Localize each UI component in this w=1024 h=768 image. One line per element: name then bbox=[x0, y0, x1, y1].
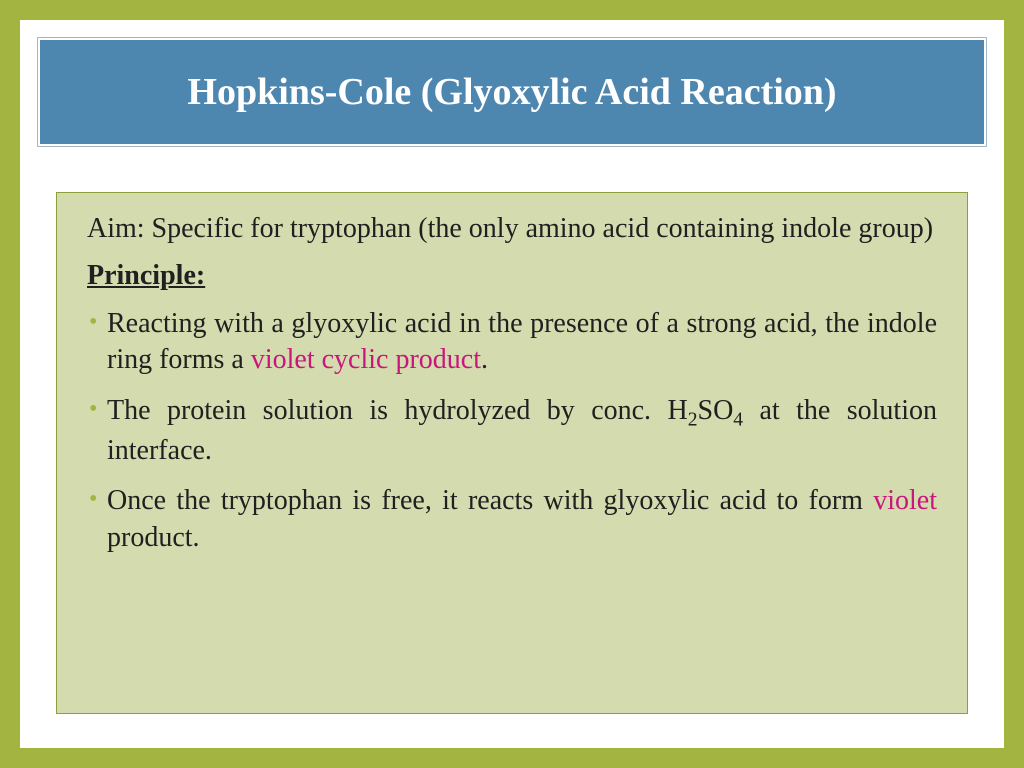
slide-panel: Hopkins-Cole (Glyoxylic Acid Reaction) A… bbox=[20, 20, 1004, 748]
highlight-text: violet bbox=[873, 485, 937, 516]
bullet-item: The protein solution is hydrolyzed by co… bbox=[89, 393, 937, 469]
principle-label: Principle: bbox=[87, 260, 937, 292]
slide-frame: Hopkins-Cole (Glyoxylic Acid Reaction) A… bbox=[0, 0, 1024, 768]
bullet-item: Reacting with a glyoxylic acid in the pr… bbox=[89, 306, 937, 379]
title-bar: Hopkins-Cole (Glyoxylic Acid Reaction) bbox=[38, 38, 986, 146]
highlight-text: violet cyclic product bbox=[251, 344, 481, 375]
bullet-item: Once the tryptophan is free, it reacts w… bbox=[89, 483, 937, 556]
bullet-list: Reacting with a glyoxylic acid in the pr… bbox=[87, 306, 937, 556]
aim-text: Aim: Specific for tryptophan (the only a… bbox=[87, 211, 937, 246]
content-box: Aim: Specific for tryptophan (the only a… bbox=[56, 192, 968, 714]
slide-title: Hopkins-Cole (Glyoxylic Acid Reaction) bbox=[187, 70, 836, 114]
